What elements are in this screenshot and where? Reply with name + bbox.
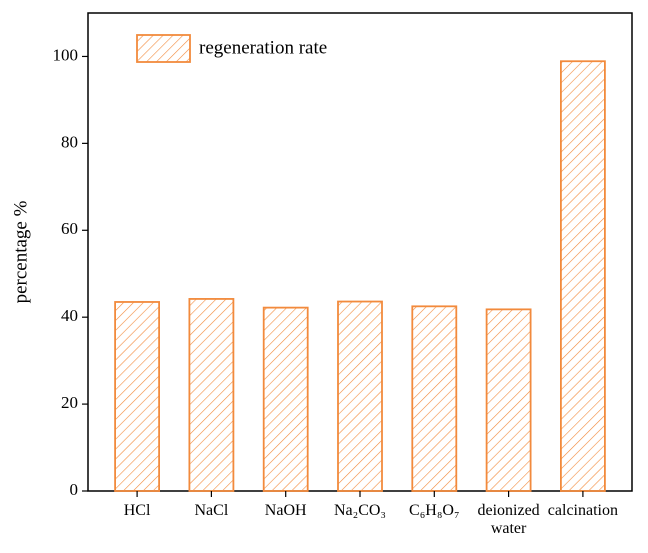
y-axis-label: percentage % (10, 200, 31, 303)
x-tick-label: HCl (123, 502, 151, 519)
y-tick-label: 60 (61, 219, 78, 238)
legend-label: regeneration rate (199, 37, 327, 58)
x-tick-label: calcination (547, 502, 618, 519)
y-tick-label: 80 (61, 132, 78, 151)
bar (114, 301, 160, 492)
bar (411, 305, 458, 492)
bar (262, 306, 309, 492)
x-tick-label: NaCl (194, 502, 229, 519)
legend-swatch (136, 34, 191, 63)
y-tick-label: 0 (70, 480, 79, 499)
y-tick-label: 40 (61, 306, 78, 325)
x-tick-label: Na₂CO₃ (333, 502, 387, 519)
y-tick-label: 100 (53, 45, 79, 64)
bar (188, 298, 235, 492)
bar (560, 60, 606, 492)
bar (485, 308, 532, 492)
bar (337, 300, 383, 492)
x-tick-label: deionized water (477, 502, 540, 537)
x-tick-label: C₆H₈O₇ (409, 502, 460, 519)
x-tick-label: NaOH (264, 502, 307, 519)
y-tick-label: 20 (61, 393, 78, 412)
